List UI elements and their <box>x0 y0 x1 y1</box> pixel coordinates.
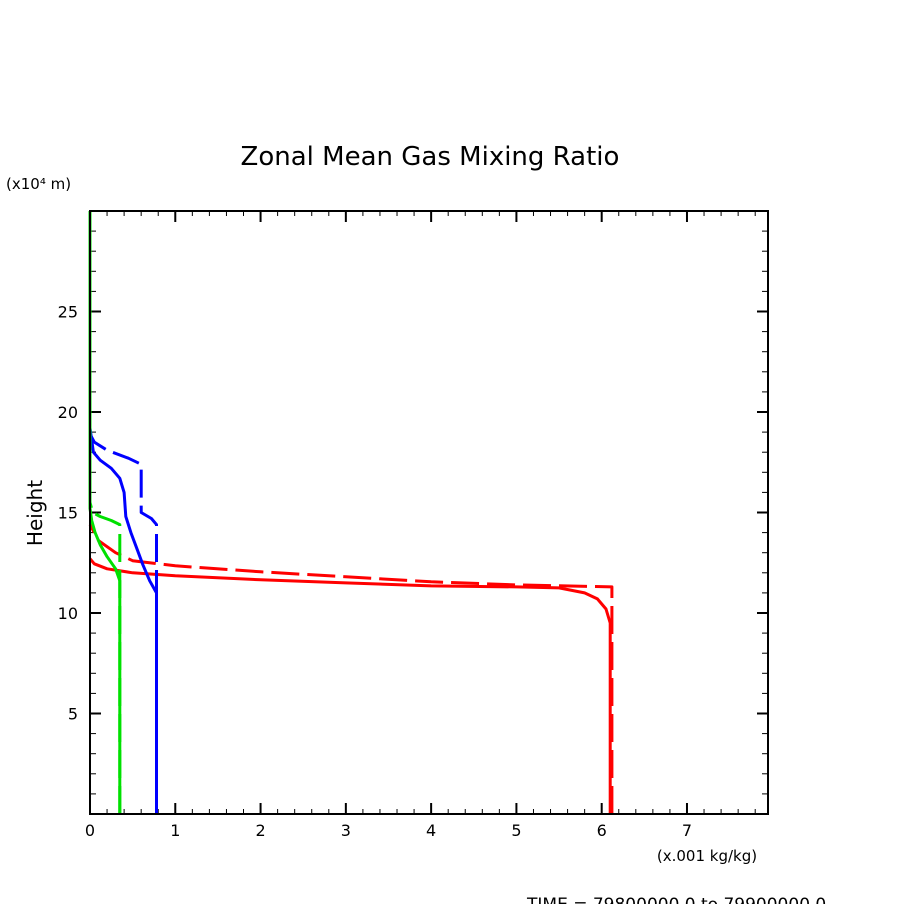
x-tick-label: 4 <box>426 821 436 840</box>
y-tick-label: 20 <box>58 403 78 422</box>
series-line-red-dashed <box>88 523 614 814</box>
x-axis-label: (x.001 kg/kg) <box>657 847 757 865</box>
x-tick-label: 7 <box>682 821 692 840</box>
series-line-blue-solid <box>88 427 158 814</box>
chart-title: Zonal Mean Gas Mixing Ratio <box>241 142 620 172</box>
x-tick-label: 0 <box>85 821 95 840</box>
y-axis-label: Height <box>23 480 47 546</box>
y-tick-label: 25 <box>58 303 78 322</box>
x-tick-label: 5 <box>511 821 521 840</box>
series-line-green-dashed <box>88 502 122 814</box>
series-line-blue-dashed <box>88 433 158 814</box>
y-unit-label: (x10⁴ m) <box>6 175 71 193</box>
series-line-red-solid <box>88 557 612 814</box>
y-tick-label: 10 <box>58 604 78 623</box>
plot-frame <box>89 210 769 815</box>
x-tick-label: 3 <box>341 821 351 840</box>
x-tick-label: 6 <box>597 821 607 840</box>
y-tick-label: 15 <box>58 504 78 523</box>
y-tick-label: 5 <box>68 705 78 724</box>
x-tick-label: 2 <box>255 821 265 840</box>
footer-time: TIME = 79800000.0 to 79900000.0 <box>526 895 826 904</box>
x-tick-label: 1 <box>170 821 180 840</box>
